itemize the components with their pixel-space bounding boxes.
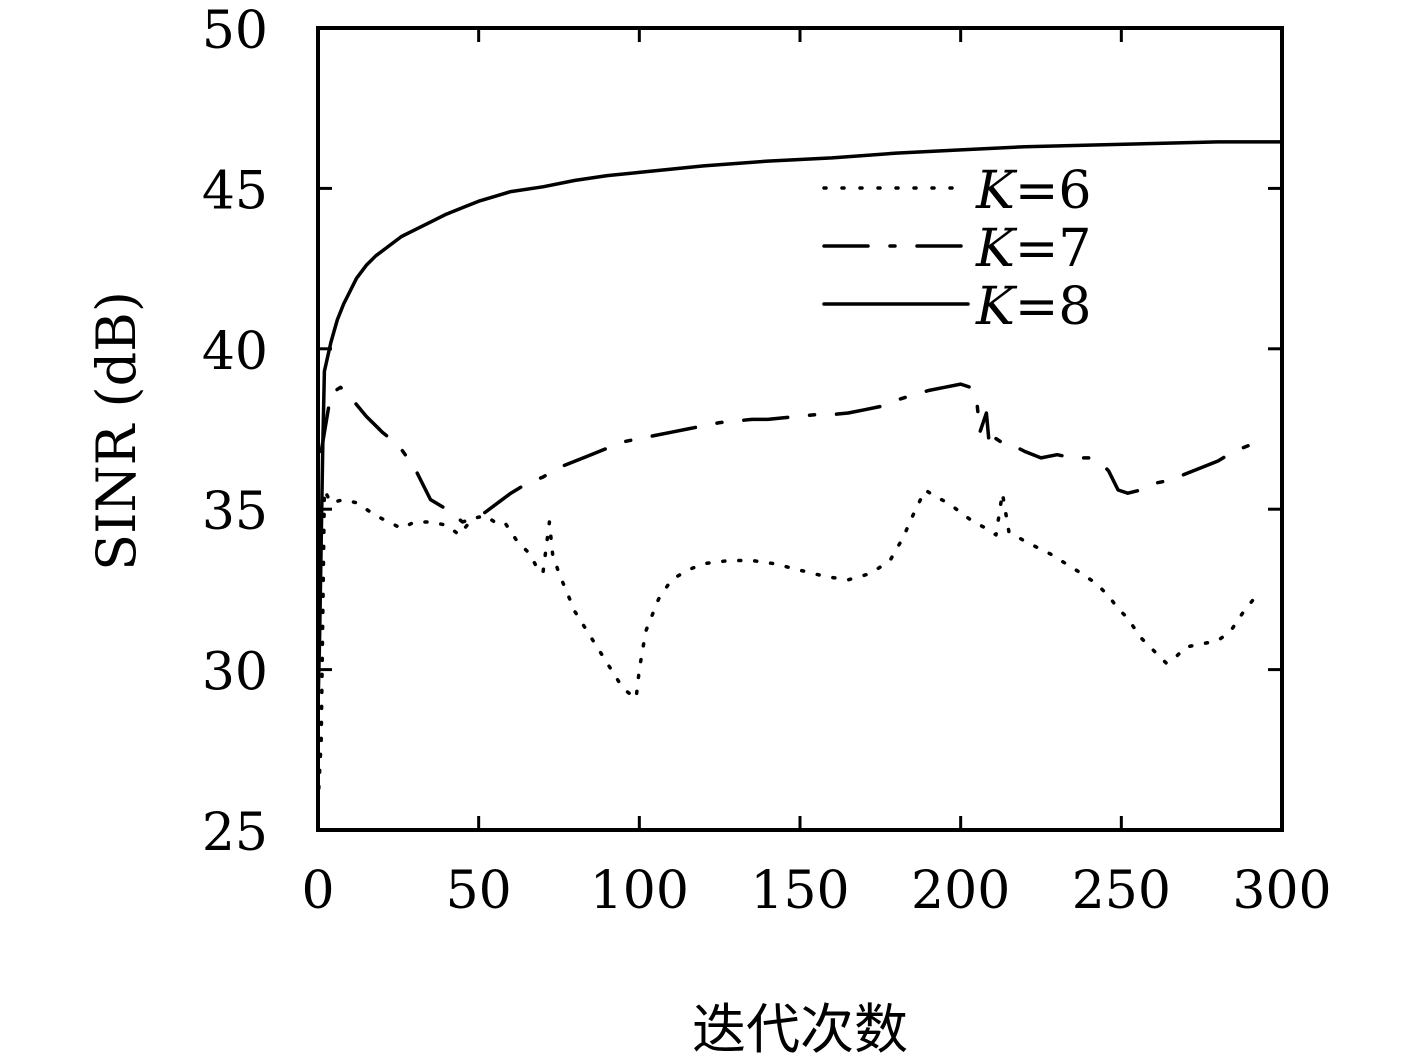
y-tick-label: 45 — [202, 161, 268, 221]
x-tick-label: 150 — [750, 861, 849, 921]
legend-value: =8 — [1015, 277, 1092, 337]
series-line-3 — [316, 140, 1284, 710]
ticks-layer: 0 50 100 150 200 250 300 25 30 35 40 45 50 — [202, 1, 1332, 921]
legend-variable: K — [975, 219, 1018, 279]
plot-frame — [316, 26, 1284, 832]
legend-variable: K — [975, 161, 1018, 221]
legend-value: =7 — [1015, 219, 1092, 279]
series-line-2 — [319, 382, 1265, 524]
y-tick-label: 50 — [202, 1, 268, 61]
legend: K=6K=7K=8 — [822, 161, 1092, 337]
x-tick-label: 200 — [911, 861, 1010, 921]
legend-value: =6 — [1015, 161, 1092, 221]
legend-label-2: K=7 — [975, 219, 1092, 279]
x-tick-label: 50 — [446, 861, 512, 921]
x-tick-label: 250 — [1072, 861, 1171, 921]
x-axis-label: 迭代次数 — [692, 998, 908, 1061]
y-tick-label: 35 — [202, 482, 268, 542]
legend-label-3: K=8 — [975, 277, 1092, 337]
legend-label-1: K=6 — [975, 161, 1092, 221]
y-tick-label: 40 — [202, 322, 268, 382]
x-tick-label: 100 — [590, 861, 689, 921]
series-line-1 — [316, 488, 1259, 807]
legend-variable: K — [975, 277, 1018, 337]
y-tick-label: 25 — [202, 803, 268, 863]
y-axis-label: SINR (dB) — [85, 291, 148, 571]
y-tick-label: 30 — [202, 643, 268, 703]
series-layer — [316, 140, 1284, 807]
x-tick-label: 300 — [1232, 861, 1331, 921]
x-tick-label: 0 — [301, 861, 334, 921]
